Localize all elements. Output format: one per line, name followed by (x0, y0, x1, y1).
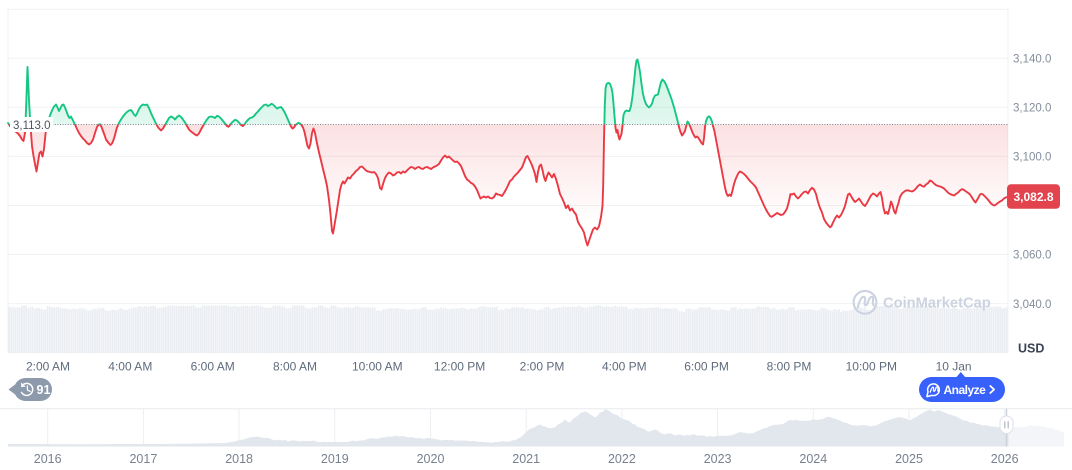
svg-text:3,100.0: 3,100.0 (1013, 152, 1051, 164)
svg-text:CoinMarketCap: CoinMarketCap (883, 296, 991, 312)
svg-text:10 Jan: 10 Jan (936, 360, 972, 374)
svg-text:2:00 PM: 2:00 PM (520, 360, 565, 374)
svg-text:2022: 2022 (608, 452, 636, 466)
svg-text:4:00 AM: 4:00 AM (108, 360, 152, 374)
svg-text:2017: 2017 (129, 452, 157, 466)
svg-text:Analyze: Analyze (944, 383, 987, 397)
svg-text:6:00 PM: 6:00 PM (684, 360, 729, 374)
svg-text:12:00 PM: 12:00 PM (434, 360, 485, 374)
svg-text:3,113.0: 3,113.0 (13, 120, 51, 132)
svg-text:3,040.0: 3,040.0 (1013, 299, 1051, 311)
svg-text:6:00 AM: 6:00 AM (191, 360, 235, 374)
svg-text:3,082.8: 3,082.8 (1013, 190, 1053, 204)
svg-text:4:00 PM: 4:00 PM (602, 360, 647, 374)
svg-text:2018: 2018 (225, 452, 253, 466)
svg-text:2024: 2024 (799, 452, 827, 466)
svg-text:2016: 2016 (34, 452, 62, 466)
svg-text:8:00 AM: 8:00 AM (273, 360, 317, 374)
svg-text:91: 91 (37, 383, 51, 397)
svg-text:3,060.0: 3,060.0 (1013, 250, 1051, 262)
svg-text:2026: 2026 (991, 452, 1019, 466)
svg-text:2023: 2023 (704, 452, 732, 466)
svg-text:2:00 AM: 2:00 AM (26, 360, 70, 374)
svg-text:2019: 2019 (321, 452, 349, 466)
svg-text:3,140.0: 3,140.0 (1013, 54, 1051, 66)
svg-text:2020: 2020 (417, 452, 445, 466)
svg-text:8:00 PM: 8:00 PM (767, 360, 812, 374)
svg-text:2021: 2021 (512, 452, 540, 466)
svg-text:2025: 2025 (895, 452, 923, 466)
svg-text:10:00 PM: 10:00 PM (846, 360, 897, 374)
svg-text:10:00 AM: 10:00 AM (352, 360, 403, 374)
svg-text:3,120.0: 3,120.0 (1013, 103, 1051, 115)
svg-text:USD: USD (1018, 342, 1044, 356)
